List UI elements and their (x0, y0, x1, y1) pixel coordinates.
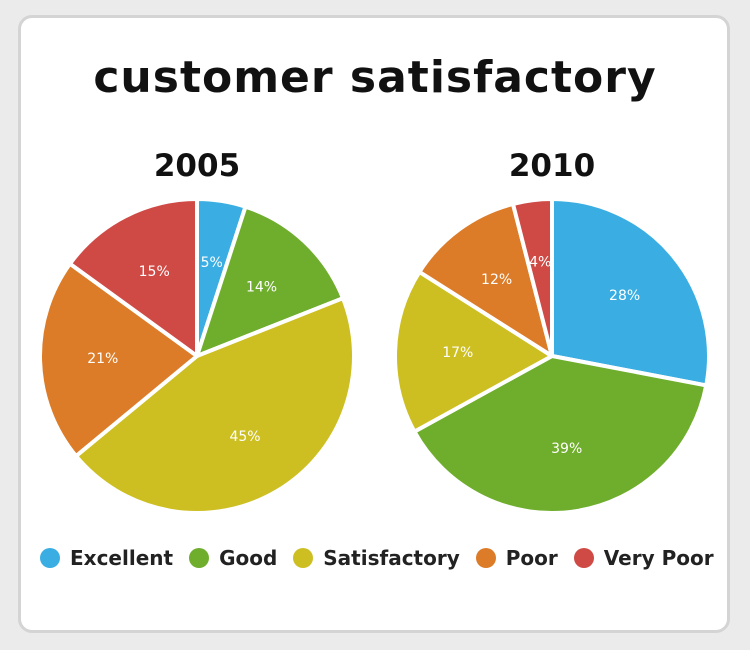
slice-2010-very-poor (510, 197, 554, 358)
legend-swatch-very-poor (573, 548, 594, 568)
legend-label-excellent: Excellent (70, 546, 174, 570)
slice-2010-good (412, 354, 709, 515)
slice-2005-poor (38, 261, 199, 459)
slice-label-2010-excellent: 28% (609, 288, 640, 304)
legend-swatch-satisfactory (293, 548, 314, 568)
slice-2005-very-poor (67, 197, 199, 358)
legend-label-very-poor: Very Poor (603, 546, 714, 570)
slice-2010-excellent (550, 197, 711, 388)
slice-2005-satisfactory (74, 296, 356, 515)
slice-label-2005-poor: 21% (87, 351, 118, 367)
slice-2010-satisfactory (393, 269, 554, 434)
slice-2005-good (195, 204, 345, 358)
legend-item-very-poor: Very Poor (573, 546, 714, 570)
pie-title-2005: 2005 (153, 148, 241, 184)
legend-swatch-good (189, 548, 210, 568)
pie-title-2010: 2010 (508, 148, 596, 184)
legend-item-poor: Poor (475, 546, 558, 570)
legend-item-excellent: Excellent (40, 546, 173, 570)
legend-item-good: Good (189, 546, 277, 570)
legend-item-satisfactory: Satisfactory (293, 546, 460, 570)
legend-label-good: Good (219, 546, 278, 570)
slice-label-2005-excellent: 5% (201, 255, 223, 271)
slice-label-2010-good: 39% (551, 441, 582, 457)
slice-label-2010-poor: 12% (481, 272, 512, 288)
legend: Excellent Good Satisfactory Poor Very Po… (40, 546, 714, 570)
legend-swatch-poor (475, 548, 496, 568)
legend-label-satisfactory: Satisfactory (323, 546, 460, 570)
slice-label-2010-very-poor: 4% (529, 255, 551, 271)
legend-swatch-excellent (40, 548, 60, 568)
slice-2010-poor (417, 201, 554, 358)
slice-label-2005-satisfactory: 45% (229, 429, 260, 445)
slice-label-2005-good: 14% (246, 279, 277, 295)
slice-label-2005-very-poor: 15% (139, 264, 170, 280)
legend-label-poor: Poor (505, 546, 558, 570)
slice-label-2010-satisfactory: 17% (442, 345, 473, 361)
chart-title: customer satisfactory (93, 52, 657, 103)
